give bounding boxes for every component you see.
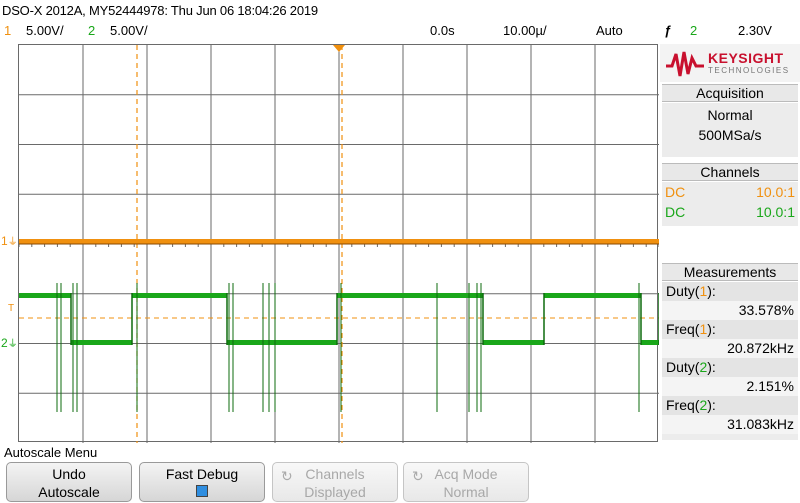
ch2-ground-marker[interactable]: 2⏚ xyxy=(1,336,18,350)
logo-name: KEYSIGHT xyxy=(708,50,784,66)
meas-1-value: 33.578% xyxy=(662,301,798,320)
channel-2-row[interactable]: DC 10.0:1 xyxy=(662,202,798,222)
meas-4-value: 31.083kHz xyxy=(662,415,798,434)
trigger-position-icon xyxy=(333,45,345,52)
ch2-trace-segment xyxy=(71,340,132,345)
channel-1-row[interactable]: DC 10.0:1 xyxy=(662,182,798,202)
ch2-number[interactable]: 2 xyxy=(88,23,96,38)
channels-body[interactable]: DC 10.0:1 DC 10.0:1 xyxy=(662,182,798,226)
ch2-scale[interactable]: 5.00V/ xyxy=(110,23,148,38)
meas-1-label: Duty(1): xyxy=(662,282,798,301)
ch2-trace-segment xyxy=(132,293,227,298)
acquisition-body[interactable]: Normal 500MSa/s xyxy=(662,103,798,157)
ch1-scale[interactable]: 5.00V/ xyxy=(26,23,64,38)
trigger-edge-icon: ƒ xyxy=(664,23,672,38)
ch2-trace-segment xyxy=(227,340,337,345)
waveform-display[interactable] xyxy=(18,44,659,443)
keysight-logo: KEYSIGHT TECHNOLOGIES xyxy=(660,44,800,82)
meas-4-label: Freq(2): xyxy=(662,396,798,415)
rotate-knob-icon: ↻ xyxy=(281,468,293,484)
fast-debug-checkbox-icon xyxy=(196,485,208,497)
trigger-mode[interactable]: Auto xyxy=(596,23,623,38)
ch1-coupling: DC xyxy=(665,184,686,200)
ch2-trace-segment xyxy=(19,293,71,298)
ch2-trace-segment xyxy=(641,340,659,345)
trigger-level[interactable]: 2.30V xyxy=(738,23,772,38)
acq-mode-button[interactable]: ↻ Acq Mode Normal xyxy=(403,462,529,502)
undo-autoscale-button[interactable]: Undo Autoscale xyxy=(6,462,132,502)
ch2-probe: 10.0:1 xyxy=(756,204,795,220)
fast-debug-button[interactable]: Fast Debug xyxy=(139,462,265,502)
acquisition-mode: Normal xyxy=(707,107,753,123)
time-scale[interactable]: 10.00µ/ xyxy=(503,23,547,38)
ch2-trace-segment xyxy=(483,340,544,345)
menu-title: Autoscale Menu xyxy=(4,445,98,460)
meas-2-value: 20.872kHz xyxy=(662,339,798,358)
acquisition-header: Acquisition xyxy=(662,84,798,102)
channels-displayed-button[interactable]: ↻ Channels Displayed xyxy=(272,462,398,502)
ch1-trace xyxy=(19,239,659,244)
trigger-source[interactable]: 2 xyxy=(690,23,698,38)
measurements-body[interactable]: Duty(1): 33.578% Freq(1): 20.872kHz Duty… xyxy=(662,282,798,440)
meas-3-value: 2.151% xyxy=(662,377,798,396)
status-bar: 1 5.00V/ 2 5.00V/ 0.0s 10.00µ/ Auto ƒ 2 … xyxy=(0,22,800,40)
meas-2-label: Freq(1): xyxy=(662,320,798,339)
logo-subtitle: TECHNOLOGIES xyxy=(708,66,790,75)
instrument-title: DSO-X 2012A, MY52444978: Thu Jun 06 18:0… xyxy=(2,3,318,18)
ch2-trace-segment xyxy=(337,293,483,298)
time-position[interactable]: 0.0s xyxy=(430,23,455,38)
ch2-coupling: DC xyxy=(665,204,686,220)
side-panel: KEYSIGHT TECHNOLOGIES Acquisition Normal… xyxy=(660,44,800,442)
measurements-header: Measurements xyxy=(662,263,798,281)
ch1-ground-marker[interactable]: 1⏚ xyxy=(1,234,18,248)
trigger-level-marker[interactable]: T xyxy=(8,303,15,314)
ch1-number[interactable]: 1 xyxy=(4,23,12,38)
sample-rate: 500MSa/s xyxy=(698,127,762,143)
channels-header: Channels xyxy=(662,163,798,181)
rotate-knob-icon: ↻ xyxy=(412,468,424,484)
keysight-wave-icon xyxy=(666,51,704,77)
ch1-probe: 10.0:1 xyxy=(756,184,795,200)
meas-3-label: Duty(2): xyxy=(662,358,798,377)
waveform-svg xyxy=(19,45,659,443)
ch2-trace-segment xyxy=(544,293,641,298)
